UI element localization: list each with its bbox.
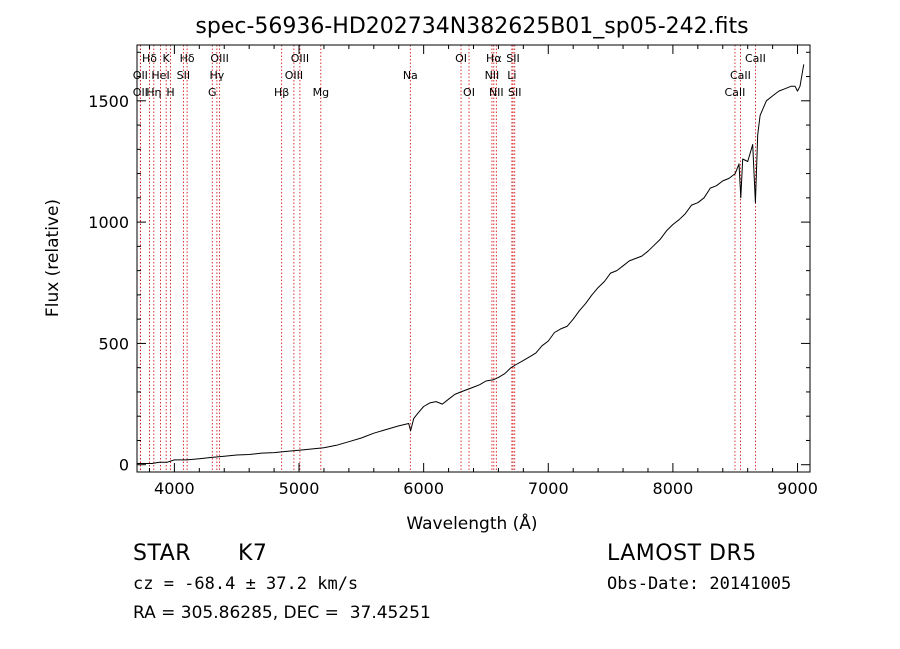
line-marker-label: Hη: [146, 86, 161, 99]
redshift-text: cz = -68.4 ± 37.2 km/s: [133, 574, 359, 594]
plot-frame: [136, 44, 811, 473]
line-marker-label: Hα: [486, 52, 502, 65]
y-tick-label: 0: [119, 456, 129, 475]
line-marker-label: G: [208, 86, 217, 99]
x-tick-label: 8000: [653, 479, 694, 498]
x-tick-label: 4000: [154, 479, 195, 498]
line-marker-label: OIII: [210, 52, 228, 65]
line-marker-label: Li: [507, 69, 516, 82]
y-tick-label: 500: [98, 334, 129, 353]
line-marker-label: OI: [455, 52, 467, 65]
spectral-line-markers: [139, 45, 756, 472]
line-marker-label: NII: [485, 69, 500, 82]
line-marker-label: SII: [506, 52, 519, 65]
spectrum-layer: [137, 64, 805, 464]
x-tick-label: 6000: [403, 479, 444, 498]
line-marker-label: H: [166, 86, 174, 99]
chart-title: spec-56936-HD202734N382625B01_sp05-242.f…: [195, 14, 748, 39]
observation-date: Obs-Date: 20141005: [607, 574, 792, 594]
line-marker-label: NII: [489, 86, 504, 99]
spectral-line-labels: Hδ K Hδ OIII OIII OI Hα SII CaII OII HeI SII Hγ OIII N…: [133, 52, 766, 99]
line-marker-label: Hγ: [209, 69, 224, 82]
line-marker-label: Mg: [313, 86, 329, 99]
y-axis: 0 500 1000 1500: [88, 51, 810, 475]
line-marker-label: SII: [508, 86, 521, 99]
spectrum-line: [137, 64, 805, 464]
line-marker-label: Hβ: [274, 86, 289, 99]
line-marker-label: CaII: [745, 52, 766, 65]
line-marker-label: OIII: [291, 52, 309, 65]
line-marker-label: Hδ: [180, 52, 195, 65]
line-marker-label: SII: [177, 69, 190, 82]
survey-name: LAMOST DR5: [607, 541, 757, 566]
y-tick-label: 1500: [88, 92, 129, 111]
line-marker-label: OIII: [285, 69, 303, 82]
x-tick-label: 9000: [777, 479, 818, 498]
line-marker-label: CaII: [725, 86, 746, 99]
line-marker-label: HeI: [151, 69, 169, 82]
x-axis: 4000 5000 6000 7000 8000 9000: [148, 45, 818, 498]
line-marker-label: Hδ: [142, 52, 157, 65]
x-tick-label: 7000: [528, 479, 569, 498]
x-tick-label: 5000: [279, 479, 320, 498]
line-marker-label: OI: [463, 86, 475, 99]
y-axis-label: Flux (relative): [43, 199, 63, 317]
line-marker-label: K: [163, 52, 171, 65]
y-tick-label: 1000: [88, 213, 129, 232]
line-marker-label: OII: [133, 69, 148, 82]
coordinates-text: RA = 305.86285, DEC = 37.45251: [133, 603, 431, 623]
x-axis-label: Wavelength (Å): [406, 512, 537, 534]
line-marker-label: Na: [403, 69, 418, 82]
line-marker-label: CaII: [730, 69, 751, 82]
object-subclass: K7: [238, 541, 268, 566]
object-class: STAR: [133, 541, 192, 566]
